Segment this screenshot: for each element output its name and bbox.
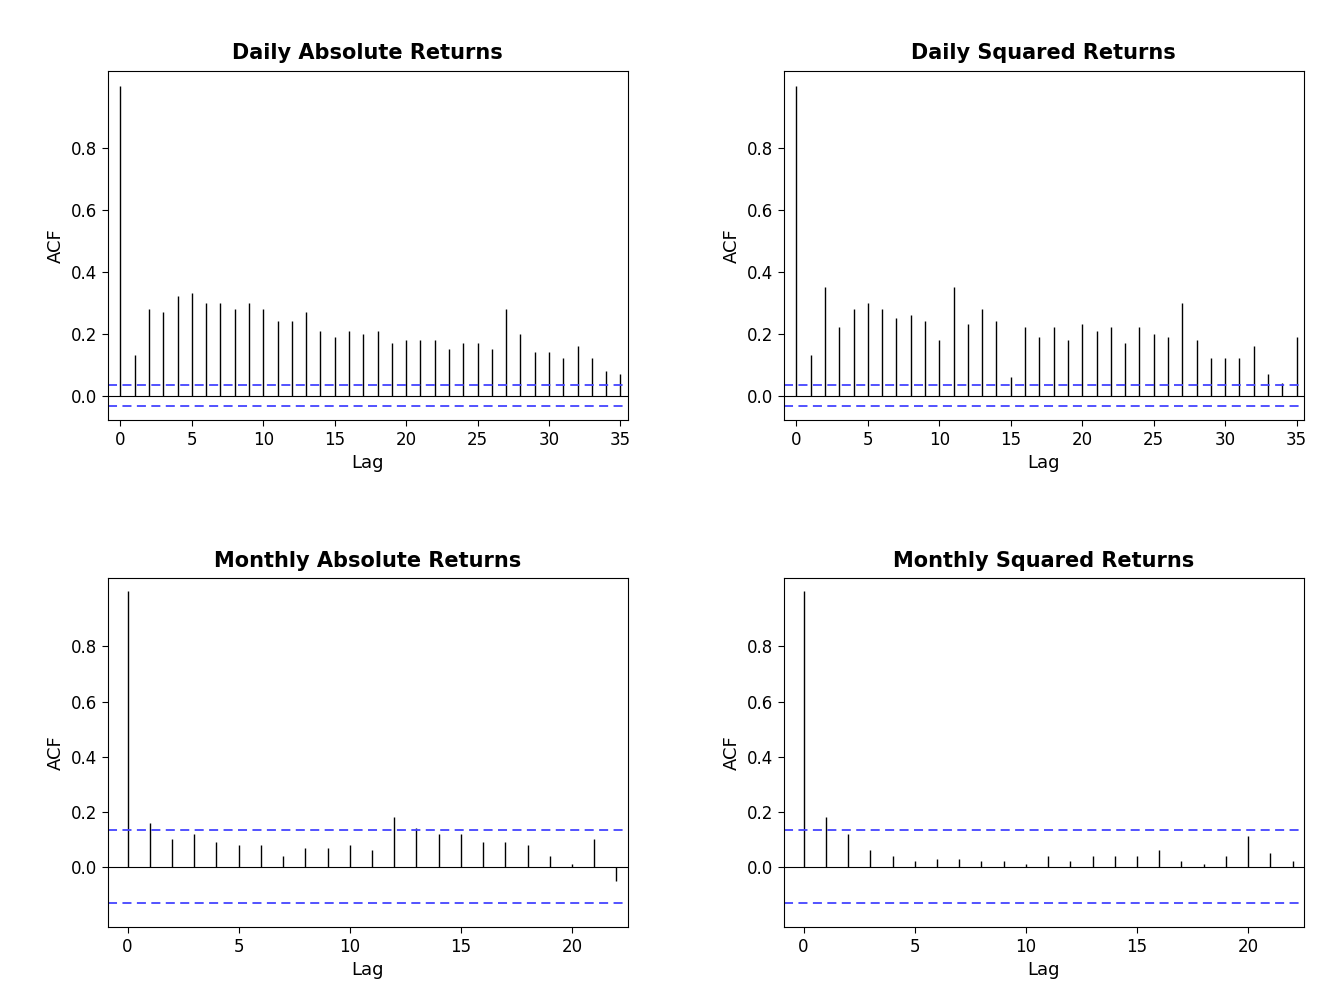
Y-axis label: ACF: ACF	[723, 228, 742, 263]
Title: Daily Squared Returns: Daily Squared Returns	[911, 43, 1176, 64]
Y-axis label: ACF: ACF	[47, 735, 65, 770]
X-axis label: Lag: Lag	[351, 455, 384, 472]
Y-axis label: ACF: ACF	[47, 228, 65, 263]
Y-axis label: ACF: ACF	[723, 735, 742, 770]
Title: Monthly Absolute Returns: Monthly Absolute Returns	[214, 550, 521, 571]
Title: Monthly Squared Returns: Monthly Squared Returns	[892, 550, 1195, 571]
X-axis label: Lag: Lag	[351, 962, 384, 980]
X-axis label: Lag: Lag	[1027, 962, 1060, 980]
Title: Daily Absolute Returns: Daily Absolute Returns	[233, 43, 503, 64]
X-axis label: Lag: Lag	[1027, 455, 1060, 472]
